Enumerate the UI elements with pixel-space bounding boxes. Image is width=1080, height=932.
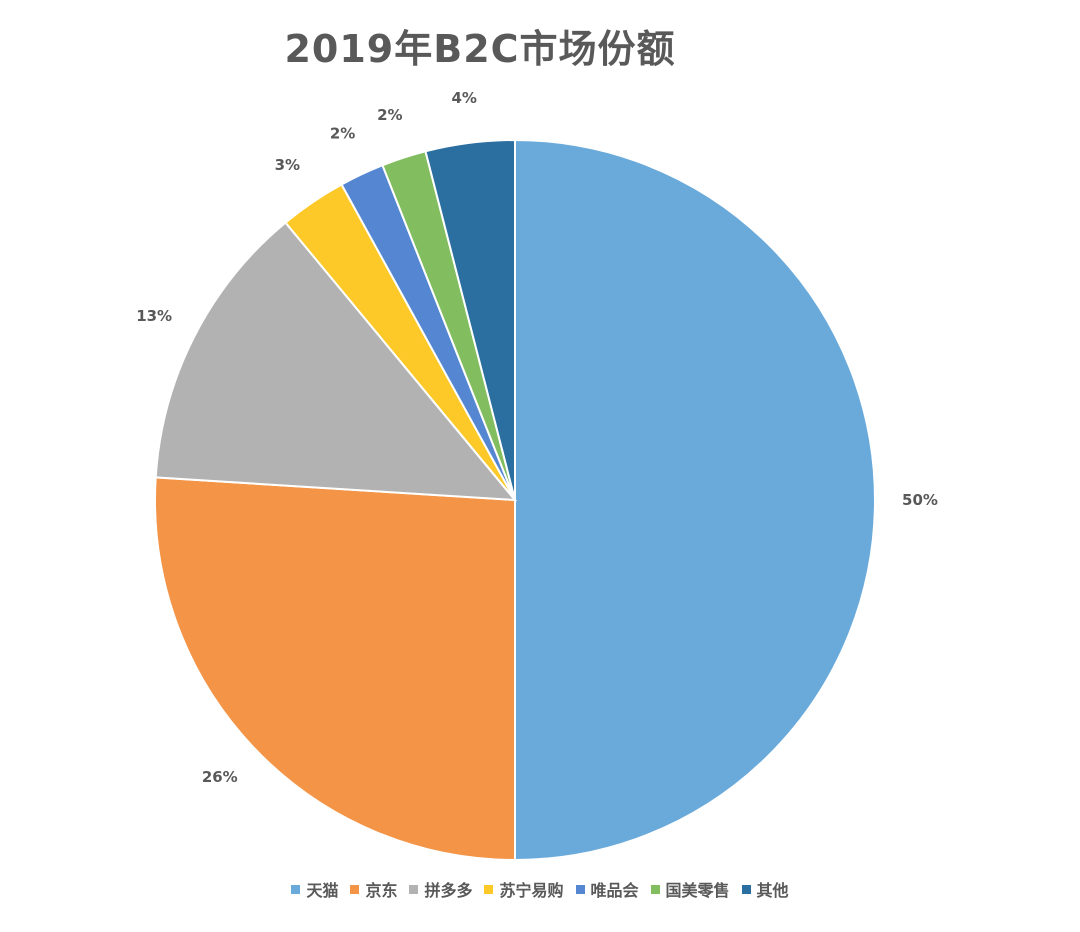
legend-swatch-5 (650, 884, 660, 894)
legend-swatch-6 (741, 884, 751, 894)
legend-item-3: 苏宁易购 (484, 877, 564, 901)
data-label-4: 2% (330, 125, 355, 143)
data-label-2: 13% (136, 307, 172, 325)
legend-label-2: 拼多多 (424, 881, 473, 900)
legend-swatch-1 (350, 884, 360, 894)
pie-slice-1 (154, 476, 516, 862)
legend-swatch-4 (575, 884, 585, 894)
legend-swatch-2 (409, 884, 419, 894)
chart-title: 2019年B2C市场份额 (284, 27, 676, 71)
data-label-6: 4% (452, 89, 477, 107)
legend-item-6: 其他 (741, 877, 789, 901)
data-label-0: 50% (902, 491, 938, 509)
legend-item-1: 京东 (350, 877, 397, 901)
legend-label-1: 京东 (365, 881, 398, 900)
data-label-5: 2% (377, 106, 402, 124)
legend-label-5: 国美零售 (665, 881, 730, 900)
pie-slice-6 (424, 138, 516, 501)
legend-swatch-0 (291, 884, 301, 894)
legend-item-0: 天猫 (291, 877, 338, 901)
legend: 天猫 京东 拼多多 苏宁易购 唯品会 国美零售 其他 (0, 877, 1080, 901)
legend-label-6: 其他 (756, 881, 789, 900)
legend-label-0: 天猫 (306, 881, 339, 900)
legend-label-4: 唯品会 (590, 881, 639, 900)
data-label-3: 3% (275, 156, 300, 174)
legend-item-5: 国美零售 (650, 877, 730, 901)
legend-item-4: 唯品会 (575, 877, 639, 901)
legend-swatch-3 (484, 884, 494, 894)
legend-label-3: 苏宁易购 (499, 881, 564, 900)
pie-slice-2 (154, 221, 518, 502)
legend-item-2: 拼多多 (409, 877, 472, 901)
pie-slice-0 (514, 138, 876, 862)
data-label-1: 26% (202, 768, 238, 786)
